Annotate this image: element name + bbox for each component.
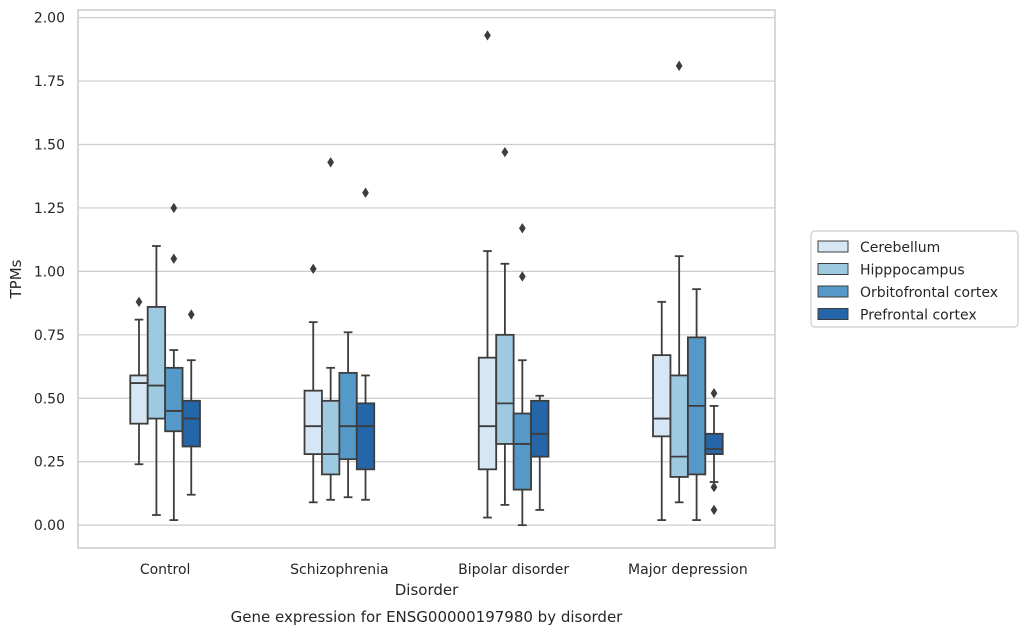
box-group (181, 309, 201, 496)
legend-frame (810, 230, 1019, 328)
legend-swatch (817, 308, 849, 320)
box (477, 356, 498, 471)
box (652, 354, 672, 438)
outlier-point (170, 202, 178, 214)
box-group (321, 157, 341, 501)
x-axis-label: Disorder (395, 581, 459, 599)
box (530, 399, 550, 458)
x-axis-ticks: Control Schizophrenia Bipolar disorder Majo… (140, 562, 748, 578)
x-tick-label: Control (140, 562, 191, 578)
outlier-point (327, 157, 335, 168)
outlier-point (518, 223, 526, 234)
y-axis-label: TPMs (7, 259, 25, 299)
legend-label: Hipppocampus (860, 263, 965, 279)
outlier-point (710, 504, 718, 516)
box (669, 374, 689, 478)
box-group (146, 245, 167, 516)
y-tick-label: 1.50 (34, 138, 65, 154)
y-tick-label: 0.50 (34, 391, 65, 407)
box (181, 399, 201, 448)
y-tick-label: 2.00 (34, 11, 65, 27)
outlier-point (187, 309, 195, 320)
x-tick-label: Schizophrenia (290, 562, 388, 578)
outlier-point (135, 296, 143, 308)
y-tick-label: 1.00 (34, 264, 65, 280)
legend-swatch (817, 263, 849, 275)
y-tick-label: 1.25 (34, 201, 65, 217)
outlier-point (484, 30, 491, 41)
outlier-point (501, 146, 509, 158)
y-tick-label: 0.75 (34, 328, 65, 344)
outlier-point (710, 388, 718, 399)
outlier-point (309, 263, 317, 275)
legend: Cerebellum Hipppocampus Orbitofrontal cort… (810, 230, 1019, 328)
box-group (652, 300, 672, 521)
legend-swatch (817, 285, 849, 298)
box (512, 412, 532, 491)
box-group (338, 331, 358, 499)
box-group (704, 388, 724, 516)
legend-swatch (817, 240, 849, 253)
box-group (164, 202, 184, 521)
box (704, 432, 724, 456)
grid-lines (78, 17, 775, 526)
box (355, 402, 376, 471)
legend-label: Orbitofrontal cortex (860, 285, 998, 301)
box (338, 371, 358, 461)
outlier-point (170, 253, 178, 264)
box-group (495, 146, 515, 506)
box-group (686, 288, 707, 521)
box (495, 333, 515, 445)
x-tick-label: Bipolar disorder (458, 562, 569, 578)
box-group (355, 187, 376, 501)
box-group (129, 296, 149, 466)
box (321, 399, 341, 476)
box-group (477, 30, 498, 519)
legend-label: Prefrontal cortex (860, 308, 977, 324)
box-plot-series (129, 30, 724, 527)
box-group (303, 263, 323, 504)
y-tick-label: 1.75 (34, 74, 65, 90)
box (146, 306, 167, 420)
chart-caption: Gene expression for ENSG00000197980 by d… (231, 608, 624, 626)
box-group (669, 60, 689, 504)
legend-label: Cerebellum (860, 240, 940, 256)
box (303, 389, 323, 456)
outlier-point (675, 60, 683, 72)
box-group (530, 394, 550, 511)
box (164, 366, 184, 433)
outlier-point (710, 481, 718, 493)
box-group (512, 223, 532, 527)
y-tick-label: 0.25 (34, 455, 65, 471)
plot-area-frame (77, 9, 776, 549)
y-axis-ticks: 0.00 0.25 0.50 0.75 1.00 1.25 1.50 1.75 2.00 (34, 11, 65, 535)
outlier-point (518, 271, 526, 282)
y-tick-label: 0.00 (34, 518, 65, 534)
x-tick-label: Major depression (628, 562, 748, 578)
outlier-point (362, 187, 369, 198)
